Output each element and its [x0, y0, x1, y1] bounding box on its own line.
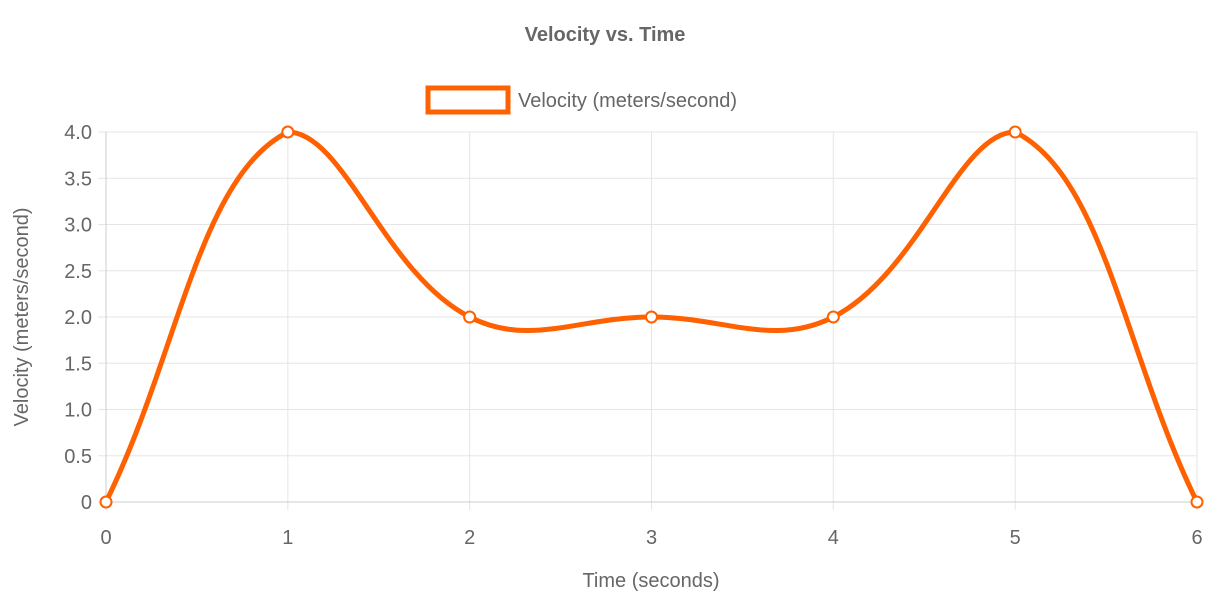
x-tick-label: 2: [464, 527, 475, 549]
y-axis-ticks: 0 0.5 1.0 1.5 2.0 2.5 3.0 3.5 4.0: [64, 122, 92, 514]
y-axis-label: Velocity (meters/second): [11, 208, 33, 427]
legend[interactable]: Velocity (meters/second): [425, 85, 737, 115]
y-tick-label: 2.5: [64, 261, 92, 283]
data-points[interactable]: [99, 125, 1204, 509]
x-tick-label: 4: [828, 527, 839, 549]
data-point[interactable]: [826, 310, 840, 324]
y-tick-label: 2.0: [64, 307, 92, 329]
legend-label: Velocity (meters/second): [518, 90, 737, 112]
data-point[interactable]: [1008, 125, 1022, 139]
x-tick-label: 0: [100, 527, 111, 549]
x-tick-label: 6: [1191, 527, 1202, 549]
y-tick-label: 4.0: [64, 122, 92, 144]
x-tick-label: 5: [1010, 527, 1021, 549]
chart-title: Velocity vs. Time: [525, 24, 686, 46]
y-tick-label: 3.5: [64, 168, 92, 190]
x-axis-ticks: 0 1 2 3 4 5 6: [100, 527, 1202, 549]
data-point[interactable]: [99, 495, 113, 509]
y-tick-label: 1.5: [64, 353, 92, 375]
x-tick-label: 1: [282, 527, 293, 549]
axes: [105, 132, 1197, 503]
x-axis-label: Time (seconds): [582, 570, 719, 592]
x-tick-label: 3: [646, 527, 657, 549]
data-point[interactable]: [281, 125, 295, 139]
data-point[interactable]: [1190, 495, 1204, 509]
y-tick-label: 1.0: [64, 400, 92, 422]
y-tick-label: 0: [81, 492, 92, 514]
y-tick-label: 3.0: [64, 215, 92, 237]
data-point[interactable]: [645, 310, 658, 324]
y-tick-label: 0.5: [64, 446, 92, 468]
data-point[interactable]: [463, 310, 477, 324]
legend-swatch: [425, 85, 511, 115]
